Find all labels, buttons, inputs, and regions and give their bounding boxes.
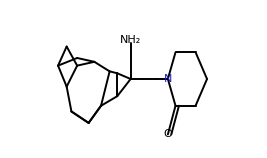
Text: N: N bbox=[164, 74, 172, 84]
Text: NH₂: NH₂ bbox=[120, 35, 141, 45]
Text: O: O bbox=[163, 129, 172, 139]
